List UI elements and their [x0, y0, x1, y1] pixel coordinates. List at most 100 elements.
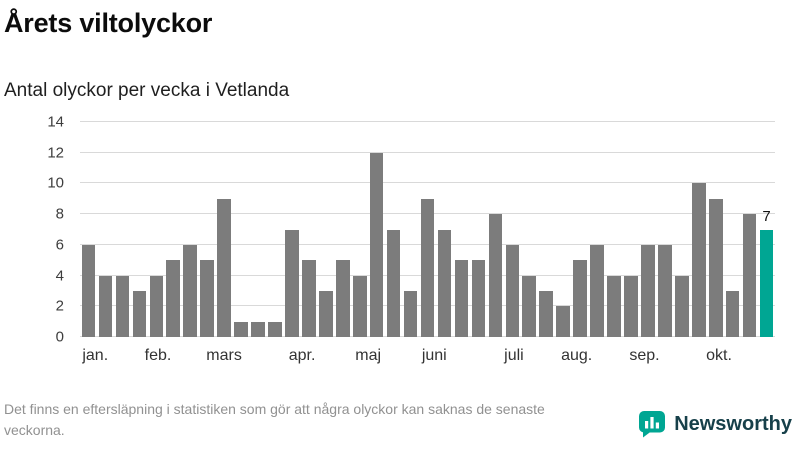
- month-label: juni: [421, 347, 447, 364]
- month-label: feb.: [144, 347, 172, 364]
- bar: [319, 290, 333, 337]
- bar: [369, 152, 384, 337]
- bar-slot: [656, 122, 673, 337]
- chart-subtitle: Antal olyckor per vecka i Vetlanda: [4, 80, 290, 101]
- month-label: maj: [355, 347, 382, 364]
- bar: [641, 244, 655, 337]
- bar: [437, 229, 452, 337]
- bar-slot: [453, 122, 470, 337]
- bar-slot: [724, 122, 741, 337]
- brand-name: Newsworthy: [674, 412, 792, 435]
- bar-slot: [334, 122, 351, 337]
- month-label: sep.: [629, 347, 660, 364]
- bar: [386, 229, 401, 337]
- bar: [556, 306, 570, 337]
- bar-slot: [165, 122, 182, 337]
- y-tick-label: 2: [55, 297, 64, 315]
- bar-slot: [385, 122, 402, 337]
- bar-highlight: [759, 229, 774, 337]
- bar: [217, 198, 231, 337]
- bar-slot: [148, 122, 165, 337]
- bar: [573, 260, 587, 337]
- bar-slot: [470, 122, 487, 337]
- y-tick-label: 8: [55, 205, 64, 223]
- bar: [98, 275, 113, 337]
- brand: Newsworthy: [638, 410, 792, 438]
- bar-slot: [131, 122, 148, 337]
- bar-slot: [623, 122, 640, 337]
- chart-title: Årets viltolyckor: [4, 8, 213, 38]
- bar-slot: [572, 122, 589, 337]
- bar: [522, 275, 537, 337]
- bar: [132, 290, 147, 337]
- y-tick-label: 0: [55, 328, 64, 346]
- bar: [488, 214, 503, 337]
- bar: [166, 260, 181, 337]
- month-label: juli: [504, 347, 524, 364]
- bar: [302, 260, 316, 337]
- month-label: mars: [206, 347, 242, 364]
- bar-slot: [368, 122, 385, 337]
- y-axis: 0 2 4 6 8 10 12 14: [0, 115, 80, 345]
- month-label: apr.: [288, 347, 316, 364]
- gridline: [80, 182, 775, 184]
- bar: [607, 275, 621, 337]
- bars: 7: [80, 122, 775, 337]
- bar: [590, 244, 604, 337]
- bar: [471, 260, 486, 337]
- bar: [335, 260, 350, 337]
- bar-slot: [182, 122, 199, 337]
- bar: [268, 321, 282, 337]
- bar-slot: [504, 122, 521, 337]
- y-tick-label: 10: [47, 174, 64, 192]
- bar-chart: 0 2 4 6 8 10 12 14 7: [0, 115, 775, 345]
- bar: [115, 275, 130, 337]
- bar-slot: [216, 122, 233, 337]
- bar-slot: [283, 122, 300, 337]
- y-tick-label: 14: [47, 113, 64, 131]
- bar-slot: [80, 122, 97, 337]
- bar: [505, 244, 520, 337]
- bar: [183, 244, 197, 337]
- bar: [624, 275, 638, 337]
- bar: [742, 214, 757, 337]
- bar-slot: [250, 122, 267, 337]
- bar: [708, 198, 723, 337]
- bar-slot: [707, 122, 724, 337]
- bar-slot: [589, 122, 606, 337]
- y-tick-label: 4: [55, 267, 64, 285]
- bar: [539, 290, 553, 337]
- month-label: jan.: [82, 347, 109, 364]
- bar: [675, 275, 689, 337]
- bar-slot: [300, 122, 317, 337]
- bar: [352, 275, 367, 337]
- bar-value-label: 7: [762, 207, 771, 225]
- bar-slot: [351, 122, 368, 337]
- bar: [81, 244, 96, 337]
- bar-slot: [402, 122, 419, 337]
- bar-slot: [97, 122, 114, 337]
- bar: [692, 183, 706, 337]
- bar-slot: [114, 122, 131, 337]
- bar-slot: [521, 122, 538, 337]
- bar-slot: [538, 122, 555, 337]
- bar-slot: [690, 122, 707, 337]
- y-tick-label: 12: [47, 144, 64, 162]
- bar-slot: [741, 122, 758, 337]
- bar-slot: [555, 122, 572, 337]
- bar-slot: [487, 122, 504, 337]
- bar-slot: 7: [758, 122, 775, 337]
- bar: [149, 275, 164, 337]
- bar: [234, 321, 248, 337]
- bar-slot: [673, 122, 690, 337]
- bar: [285, 229, 299, 337]
- bar-slot: [606, 122, 623, 337]
- x-axis: jan. feb. mars apr. maj juni juli aug. sep. okt.: [80, 343, 775, 367]
- newsworthy-logo-icon: [639, 411, 666, 438]
- bar: [420, 198, 435, 337]
- bar-slot: [639, 122, 656, 337]
- gridline: [80, 121, 775, 122]
- plot-area: 7: [80, 121, 775, 337]
- bar-slot: [233, 122, 250, 337]
